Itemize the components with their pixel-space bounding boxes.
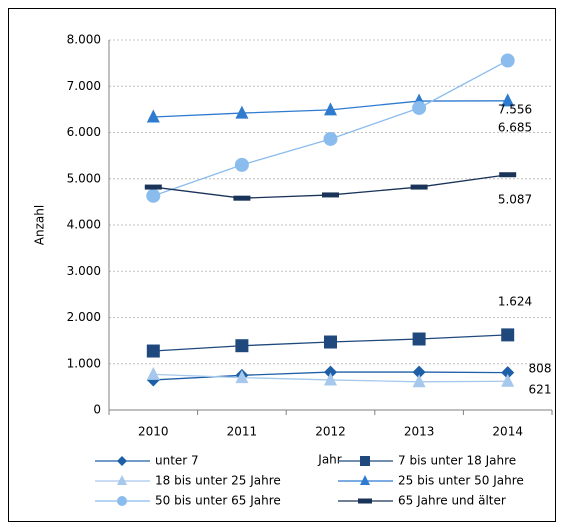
marker bbox=[323, 131, 338, 146]
marker bbox=[322, 192, 339, 198]
y-tick-label: 7.000 bbox=[67, 79, 101, 93]
legend-label: 18 bis unter 25 Jahre bbox=[155, 474, 281, 488]
x-tick-label: 2014 bbox=[492, 425, 523, 439]
x-axis-label: Jahr bbox=[317, 453, 341, 467]
marker bbox=[235, 370, 249, 384]
data-label: 1.624 bbox=[498, 295, 532, 309]
marker bbox=[358, 498, 372, 504]
marker bbox=[117, 496, 127, 506]
x-tick-label: 2011 bbox=[227, 425, 258, 439]
marker bbox=[499, 172, 517, 178]
marker bbox=[412, 332, 426, 346]
y-tick-label: 3.000 bbox=[67, 264, 101, 278]
marker bbox=[144, 184, 162, 190]
y-tick-label: 0 bbox=[93, 403, 101, 417]
marker bbox=[146, 366, 160, 380]
marker bbox=[324, 335, 337, 349]
marker bbox=[146, 188, 161, 203]
y-tick-label: 5.000 bbox=[67, 171, 101, 185]
x-tick-label: 2013 bbox=[404, 425, 435, 439]
legend-label: unter 7 bbox=[155, 454, 199, 468]
marker bbox=[360, 456, 370, 466]
marker bbox=[410, 184, 428, 190]
data-label: 6.685 bbox=[498, 121, 532, 135]
marker bbox=[412, 100, 427, 115]
marker bbox=[146, 344, 160, 358]
y-tick-label: 8.000 bbox=[67, 33, 101, 47]
legend-label: 65 Jahre und älter bbox=[398, 494, 506, 508]
marker bbox=[501, 328, 515, 342]
marker bbox=[324, 102, 337, 116]
marker bbox=[501, 366, 515, 380]
marker bbox=[233, 195, 251, 201]
y-axis-label: Anzahl bbox=[33, 205, 47, 245]
marker bbox=[234, 157, 249, 172]
marker bbox=[117, 475, 127, 485]
marker bbox=[235, 339, 249, 353]
legend-label: 50 bis unter 65 Jahre bbox=[155, 494, 281, 508]
marker bbox=[501, 93, 515, 107]
marker bbox=[324, 365, 337, 379]
legend-label: 7 bis unter 18 Jahre bbox=[398, 454, 516, 468]
marker bbox=[146, 109, 160, 123]
marker bbox=[412, 374, 426, 388]
marker bbox=[117, 456, 127, 466]
y-tick-label: 1.000 bbox=[67, 356, 101, 370]
x-tick-label: 2010 bbox=[138, 425, 169, 439]
marker bbox=[235, 105, 249, 119]
data-label: 808 bbox=[529, 362, 552, 376]
marker bbox=[324, 372, 337, 386]
marker bbox=[412, 365, 426, 379]
legend-label: 25 bis unter 50 Jahre bbox=[398, 474, 524, 488]
marker bbox=[360, 475, 370, 485]
data-label: 7.556 bbox=[498, 103, 532, 117]
y-tick-label: 4.000 bbox=[67, 218, 101, 232]
x-tick-label: 2012 bbox=[315, 425, 346, 439]
y-tick-label: 2.000 bbox=[67, 310, 101, 324]
marker bbox=[500, 53, 515, 68]
data-label: 5.087 bbox=[498, 193, 532, 207]
chart-frame bbox=[8, 8, 556, 522]
data-label: 621 bbox=[529, 383, 552, 397]
marker bbox=[501, 373, 515, 387]
y-tick-label: 6.000 bbox=[67, 125, 101, 139]
